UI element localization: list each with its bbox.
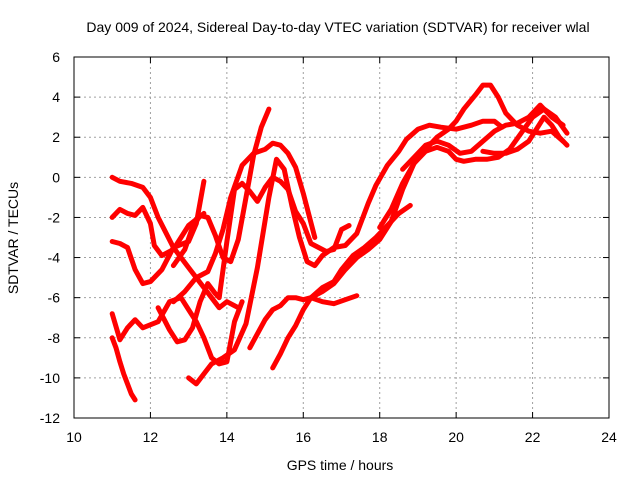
y-tick-label: -4: [48, 250, 61, 266]
series-line-9: [186, 118, 505, 387]
x-tick-label: 12: [143, 429, 159, 445]
y-tick-label: 4: [52, 89, 60, 105]
x-tick-label: 10: [66, 429, 82, 445]
plot-frame: [73, 56, 610, 419]
y-tick-label: -2: [48, 209, 61, 225]
y-tick-label: 6: [52, 49, 60, 65]
x-tick-label: 14: [219, 429, 235, 445]
series-line-2: [109, 174, 241, 311]
chart-title: Day 009 of 2024, Sidereal Day-to-day VTE…: [86, 19, 589, 35]
series-line-6: [155, 174, 352, 345]
x-tick-label: 20: [448, 429, 464, 445]
series-line-13: [377, 106, 570, 230]
x-tick-label: 16: [295, 429, 311, 445]
x-axis-label: GPS time / hours: [287, 457, 394, 473]
y-tick-label: -8: [48, 330, 61, 346]
series-line-15: [480, 114, 570, 156]
series-line-14: [400, 102, 566, 172]
series-line-5: [109, 295, 245, 367]
y-tick-label: 0: [52, 169, 60, 185]
x-tick-label: 18: [372, 429, 388, 445]
series-line-7: [170, 140, 318, 305]
y-tick-label: 2: [52, 129, 60, 145]
x-tick-label: 22: [525, 429, 541, 445]
y-axis-label: SDTVAR / TECUs: [5, 182, 21, 294]
y-tick-label: -10: [40, 370, 60, 386]
series-line-10: [247, 293, 360, 351]
x-tick-label: 24: [601, 429, 617, 445]
y-tick-label: -12: [40, 410, 60, 426]
series-line-1: [109, 335, 138, 403]
series-line-3: [109, 204, 207, 259]
y-tick-label: -6: [48, 290, 61, 306]
series-layer: [109, 82, 570, 403]
series-line-8: [170, 106, 272, 269]
